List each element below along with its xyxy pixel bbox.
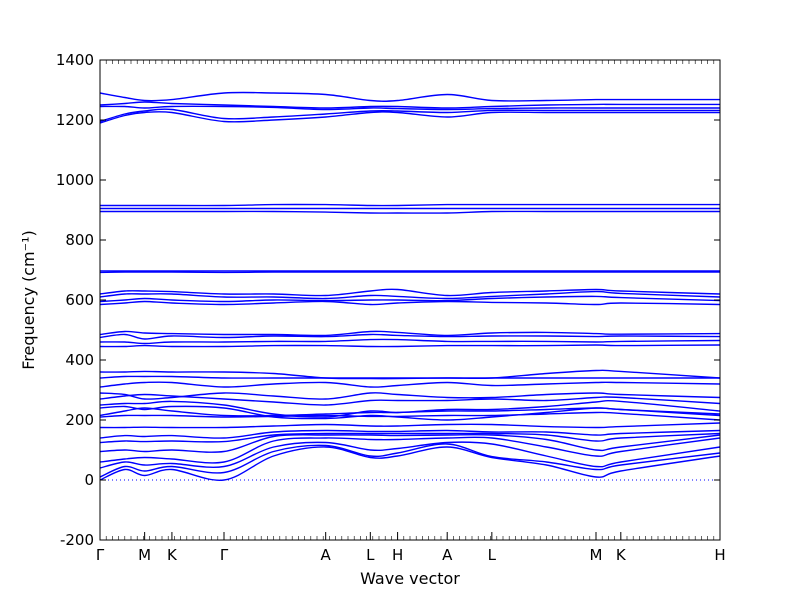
x-tick-label: L bbox=[366, 546, 375, 564]
band-line-7 bbox=[100, 429, 720, 439]
band-line-18 bbox=[100, 344, 720, 348]
band-line-6 bbox=[100, 432, 720, 444]
band-line-31 bbox=[100, 111, 720, 124]
x-minor-ticks bbox=[99, 60, 721, 540]
band-line-35 bbox=[100, 91, 720, 102]
band-line-14 bbox=[100, 392, 720, 400]
y-tick-label: 0 bbox=[84, 471, 94, 489]
y-axis-label: Frequency (cm⁻¹) bbox=[19, 230, 38, 369]
y-tick-label: 1200 bbox=[56, 111, 94, 129]
band-line-28 bbox=[100, 210, 720, 214]
band-line-2 bbox=[100, 443, 720, 478]
band-line-21 bbox=[100, 330, 720, 337]
band-line-22 bbox=[100, 300, 720, 306]
band-line-17 bbox=[100, 369, 720, 380]
plot-frame bbox=[99, 59, 721, 541]
x-tick-label: Γ bbox=[220, 546, 229, 564]
x-tick-label: A bbox=[321, 546, 332, 564]
x-tick-label: K bbox=[616, 546, 627, 564]
band-line-9 bbox=[100, 411, 720, 421]
band-line-25 bbox=[100, 288, 720, 297]
band-line-13 bbox=[100, 393, 720, 406]
band-line-8 bbox=[100, 422, 720, 429]
y-tick-label: 200 bbox=[65, 411, 94, 429]
band-line-5 bbox=[100, 433, 720, 453]
band-line-19 bbox=[100, 338, 720, 345]
band-line-20 bbox=[100, 333, 720, 340]
band-line-24 bbox=[100, 290, 720, 300]
band-line-30 bbox=[100, 203, 720, 207]
x-tick-label: M bbox=[138, 546, 151, 564]
y-tick-label: -200 bbox=[60, 531, 94, 549]
x-tick-label: H bbox=[714, 546, 725, 564]
x-tick-label: M bbox=[590, 546, 603, 564]
x-tick-label: L bbox=[488, 546, 497, 564]
band-line-32 bbox=[100, 108, 720, 123]
x-axis-label: Wave vector bbox=[360, 569, 460, 588]
band-line-23 bbox=[100, 295, 720, 303]
band-line-15 bbox=[100, 381, 720, 388]
band-line-12 bbox=[100, 400, 720, 418]
x-tick-label: Γ bbox=[96, 546, 105, 564]
band-series-group bbox=[100, 91, 720, 481]
band-line-1 bbox=[100, 446, 720, 481]
y-tick-label: 400 bbox=[65, 351, 94, 369]
x-tick-label: K bbox=[167, 546, 178, 564]
band-line-11 bbox=[100, 405, 720, 421]
y-tick-label: 1400 bbox=[56, 51, 94, 69]
x-tick-label: H bbox=[392, 546, 403, 564]
y-tick-label: 800 bbox=[65, 231, 94, 249]
y-tick-label: 1000 bbox=[56, 171, 94, 189]
band-line-33 bbox=[100, 105, 720, 111]
band-line-34 bbox=[100, 101, 720, 109]
y-tick-label: 600 bbox=[65, 291, 94, 309]
band-line-4 bbox=[100, 436, 720, 464]
band-line-3 bbox=[100, 441, 720, 469]
y-axis-ticks: -200 0 200 400 600 800 1000 1200 1400 bbox=[56, 51, 720, 549]
x-tick-label: A bbox=[442, 546, 453, 564]
